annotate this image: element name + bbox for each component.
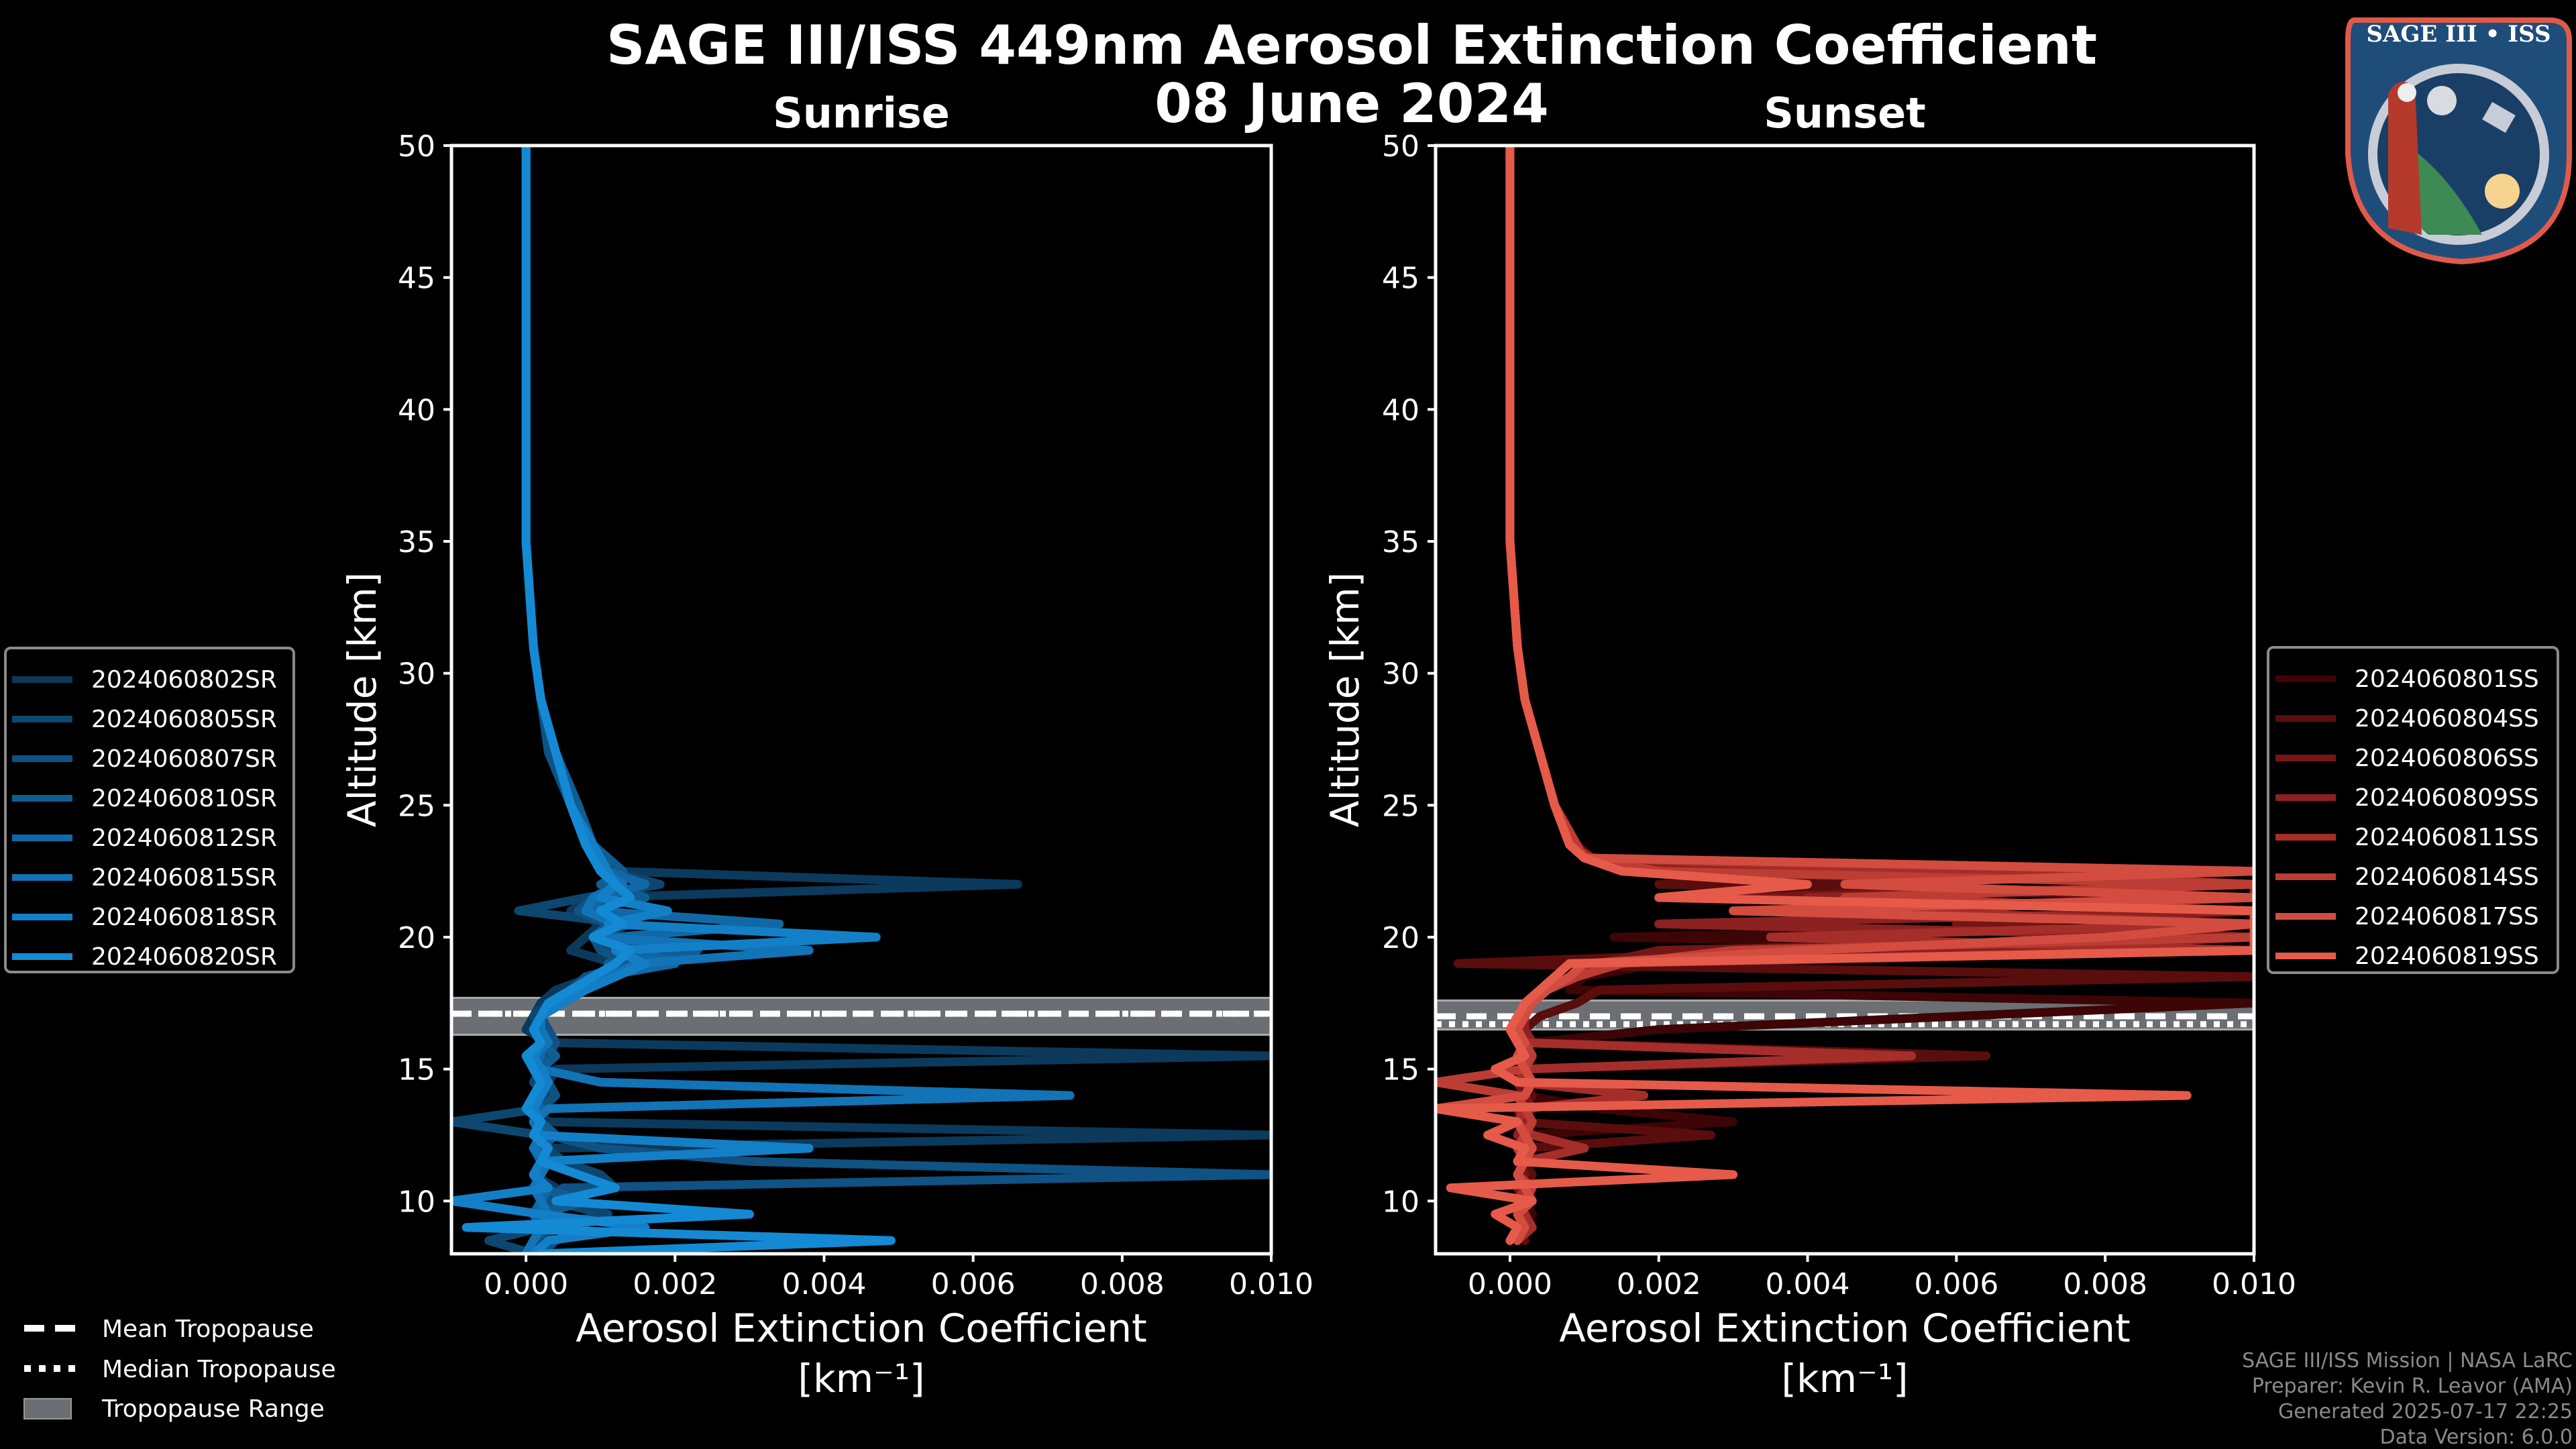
- sunset-series-2024060809SS: [1505, 146, 2254, 1245]
- sunset-tropopause-layer: [1434, 999, 2255, 1031]
- median-tropopause-label: Median Tropopause: [102, 1356, 336, 1383]
- sunset-series-2024060817SS: [1436, 146, 2254, 1245]
- sunrise-y-tick-label: 10: [398, 1185, 435, 1219]
- sunset-legend-label: 2024060819SS: [2355, 943, 2539, 970]
- sunrise-x-tick-label: 0.006: [931, 1267, 1016, 1301]
- sunset-axes-frame: [1434, 144, 2256, 1256]
- tropopause-legend: Mean Tropopause Median Tropopause Tropop…: [23, 1316, 336, 1423]
- sunset-series-2024060811SS: [1505, 146, 2254, 1245]
- sunrise-x-tick-label: 0.010: [1229, 1267, 1313, 1301]
- sunrise-y-tick-label: 25: [398, 789, 435, 823]
- sunset-y-tick-label: 50: [1382, 129, 1419, 164]
- sunset-x-tick-label: 0.008: [2063, 1267, 2147, 1301]
- tropopause-range-label: Tropopause Range: [101, 1395, 325, 1423]
- figure-title: SAGE III/ISS 449nm Aerosol Extinction Co…: [606, 14, 2097, 76]
- sunset-y-tick-label: 20: [1382, 921, 1419, 955]
- credit-mission: SAGE III/ISS Mission | NASA LaRC: [2242, 1349, 2573, 1373]
- sunset-legend-label: 2024060811SS: [2355, 824, 2539, 851]
- sunset-series-layer: [1436, 146, 2254, 1245]
- credit-data-version: Data Version: 6.0.0: [2380, 1426, 2573, 1449]
- sunrise-series-2024060820SR: [462, 146, 896, 1254]
- sunrise-series-layer: [451, 146, 1271, 1254]
- figure-date: 08 June 2024: [1155, 72, 1549, 135]
- sunrise-y-tick-label: 20: [398, 921, 435, 955]
- sunrise-tropopause-layer: [450, 996, 1273, 1036]
- sunset-series-2024060806SS: [1505, 146, 2254, 1245]
- sunrise-y-tick-label: 15: [398, 1053, 435, 1087]
- sunset-legend-label: 2024060814SS: [2355, 863, 2539, 891]
- sunset-y-tick-label: 15: [1382, 1053, 1419, 1087]
- sunset-legend-label: 2024060801SS: [2355, 665, 2539, 693]
- sunrise-legend-label: 2024060802SR: [91, 666, 277, 694]
- sunrise-panel: 10 15 20 25 30 35 40 45 50 0.000 0.002 0.004 0.006 0.…: [339, 129, 1313, 1401]
- sunset-x-axis-label: Aerosol Extinction Coefficient: [1559, 1305, 2131, 1351]
- sunrise-legend-label: 2024060805SR: [91, 706, 277, 733]
- sunset-legend-label: 2024060806SS: [2355, 745, 2539, 772]
- sunset-legend-label: 2024060804SS: [2355, 705, 2539, 733]
- sunrise-legend-label: 2024060820SR: [91, 943, 277, 971]
- sunset-x-tick-label: 0.006: [1914, 1267, 1998, 1301]
- sunrise-y-axis-label: Altitude [km]: [339, 572, 385, 827]
- sunset-series-2024060804SS: [1453, 146, 2254, 1245]
- sunset-series-2024060814SS: [1436, 146, 2254, 1245]
- tropopause-range-swatch: [23, 1398, 72, 1419]
- credit-generated: Generated 2025-07-17 22:25: [2278, 1400, 2573, 1424]
- sunset-legend-box: [2267, 646, 2559, 974]
- sunrise-legend: 2024060802SR 2024060805SR 2024060807SR 2024…: [4, 647, 295, 973]
- sunset-legend: 2024060801SS 2024060804SS 2024060806SS 2024…: [2267, 646, 2559, 974]
- sunrise-y-tick-label: 45: [398, 262, 435, 296]
- sunrise-series-2024060815SR: [521, 146, 1075, 1254]
- sunset-y-tick-label: 45: [1382, 262, 1419, 296]
- sunrise-y-tick-label: 30: [398, 657, 435, 692]
- sunrise-x-tick-label: 0.002: [633, 1267, 717, 1301]
- sunrise-x-axis-label: Aerosol Extinction Coefficient: [576, 1305, 1147, 1351]
- sunrise-x-tick-label: 0.004: [782, 1267, 866, 1301]
- sunrise-legend-label: 2024060810SR: [91, 785, 277, 812]
- sunset-y-tick-label: 40: [1382, 393, 1419, 427]
- sunrise-legend-label: 2024060812SR: [91, 824, 277, 852]
- sunset-ticks: 10 15 20 25 30 35 40 45 50 0.000 0.002 0.004 0.006 0.…: [1382, 129, 2296, 1301]
- sunset-series-2024060801SS: [1505, 146, 2254, 1245]
- sunrise-legend-label: 2024060807SR: [91, 745, 277, 773]
- sunrise-y-tick-label: 50: [398, 129, 435, 164]
- sunrise-legend-label: 2024060815SR: [91, 864, 277, 892]
- credit-preparer: Preparer: Kevin R. Leavor (AMA): [2252, 1375, 2573, 1398]
- sunrise-x-axis-units: [km⁻¹]: [798, 1356, 924, 1401]
- sunset-y-tick-label: 10: [1382, 1185, 1419, 1219]
- sunset-x-tick-label: 0.010: [2212, 1267, 2296, 1301]
- sunrise-y-tick-label: 35: [398, 525, 435, 559]
- sunrise-legend-box: [4, 647, 295, 973]
- credits: SAGE III/ISS Mission | NASA LaRC Prepare…: [2242, 1349, 2573, 1449]
- sunset-y-axis-label: Altitude [km]: [1322, 572, 1368, 827]
- sunset-y-tick-label: 25: [1382, 789, 1419, 823]
- mean-tropopause-label: Mean Tropopause: [102, 1316, 314, 1343]
- sunset-x-axis-units: [km⁻¹]: [1781, 1356, 1908, 1401]
- sunset-y-tick-label: 35: [1382, 525, 1419, 559]
- sunset-panel: 10 15 20 25 30 35 40 45 50 0.000 0.002 0.004 0.006 0.…: [1322, 129, 2296, 1401]
- sunset-panel-title: Sunset: [1764, 89, 1926, 138]
- sunrise-y-tick-label: 40: [398, 393, 435, 427]
- sunset-legend-label: 2024060809SS: [2355, 784, 2539, 812]
- sunrise-axes-frame: [449, 144, 1273, 1256]
- sunrise-panel-title: Sunrise: [773, 89, 950, 138]
- sunset-series-2024060819SS: [1436, 146, 2254, 1245]
- sunset-x-tick-label: 0.002: [1617, 1267, 1701, 1301]
- sunrise-x-tick-label: 0.000: [484, 1267, 568, 1301]
- sunset-y-tick-label: 30: [1382, 657, 1419, 692]
- patch-title: SAGE III • ISS: [2366, 21, 2551, 48]
- sunrise-ticks: 10 15 20 25 30 35 40 45 50 0.000 0.002 0.004 0.006 0.…: [398, 129, 1313, 1301]
- sunset-x-tick-label: 0.000: [1468, 1267, 1552, 1301]
- sunrise-x-tick-label: 0.008: [1080, 1267, 1165, 1301]
- sunset-legend-label: 2024060817SS: [2355, 903, 2539, 930]
- sunrise-legend-label: 2024060818SR: [91, 904, 277, 931]
- sage-iii-iss-patch-icon: SAGE III • ISS: [2345, 17, 2572, 265]
- sunset-x-tick-label: 0.004: [1766, 1267, 1850, 1301]
